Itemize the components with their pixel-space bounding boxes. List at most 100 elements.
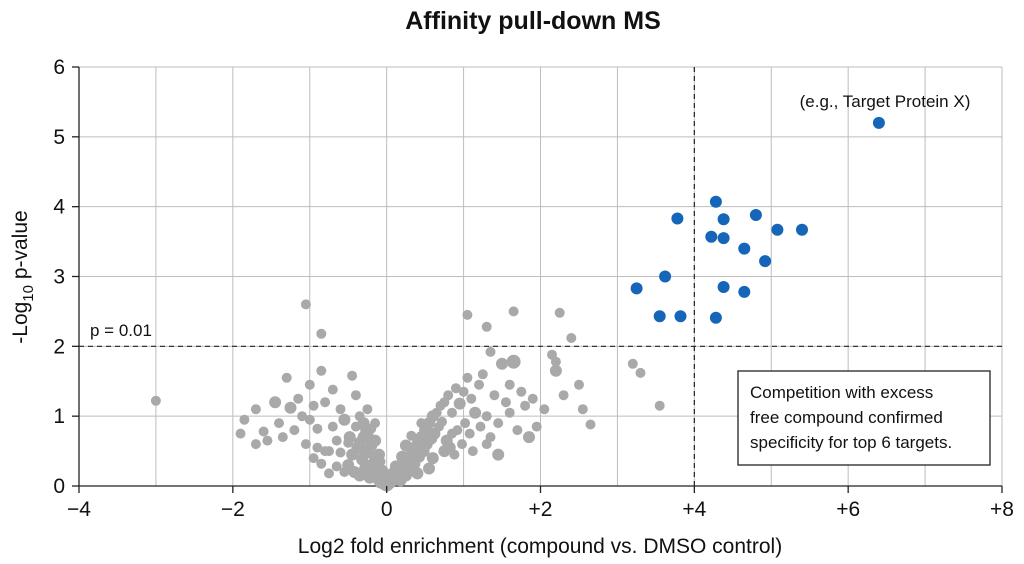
background-point bbox=[449, 449, 460, 460]
significant-point bbox=[709, 195, 722, 208]
background-point bbox=[386, 467, 399, 480]
background-point bbox=[493, 418, 504, 429]
background-point bbox=[274, 418, 284, 429]
y-tick-label: 5 bbox=[53, 126, 65, 149]
background-point bbox=[339, 467, 350, 477]
background-point bbox=[357, 417, 370, 430]
background-point bbox=[269, 396, 282, 409]
y-axis-label-tail: p-value bbox=[9, 210, 32, 285]
background-point bbox=[235, 428, 246, 439]
background-point bbox=[654, 400, 665, 411]
background-point bbox=[312, 442, 323, 453]
background-point bbox=[362, 404, 373, 415]
significant-point bbox=[717, 213, 730, 226]
significant-point bbox=[630, 282, 643, 295]
background-point bbox=[300, 299, 311, 310]
background-point bbox=[284, 401, 297, 414]
significant-point bbox=[717, 232, 730, 245]
significant-point bbox=[738, 242, 751, 255]
background-point bbox=[426, 452, 439, 465]
background-point bbox=[585, 419, 596, 430]
background-point bbox=[335, 404, 346, 415]
background-point bbox=[512, 425, 523, 436]
background-point bbox=[366, 423, 377, 434]
background-point bbox=[496, 357, 508, 370]
significant-point bbox=[709, 311, 722, 324]
y-tick-label: 4 bbox=[53, 196, 65, 219]
y-tick-label: 1 bbox=[53, 405, 65, 428]
background-point bbox=[516, 386, 527, 397]
background-point bbox=[423, 462, 435, 475]
background-point bbox=[353, 436, 366, 449]
background-point bbox=[458, 386, 469, 397]
significant-point bbox=[659, 270, 672, 283]
background-point bbox=[331, 435, 342, 446]
background-point bbox=[289, 425, 300, 436]
background-point bbox=[443, 390, 454, 401]
background-point bbox=[438, 445, 451, 458]
background-point bbox=[399, 439, 412, 452]
background-point bbox=[396, 450, 409, 463]
background-point bbox=[508, 306, 519, 317]
background-point bbox=[316, 328, 327, 339]
background-point bbox=[277, 432, 288, 443]
background-point bbox=[474, 379, 484, 390]
x-tick-label: −4 bbox=[67, 498, 91, 521]
y-tick-label: 6 bbox=[53, 56, 65, 79]
background-point bbox=[297, 411, 308, 422]
background-point bbox=[549, 364, 562, 377]
background-point bbox=[520, 400, 531, 411]
significant-point bbox=[759, 255, 772, 268]
threshold-label: p = 0.01 bbox=[90, 321, 152, 340]
background-point bbox=[450, 383, 461, 394]
background-point bbox=[554, 307, 565, 318]
background-point bbox=[258, 426, 269, 437]
y-tick-label: 2 bbox=[53, 335, 65, 358]
top-point-label: (e.g., Target Protein X) bbox=[800, 92, 971, 111]
background-point bbox=[457, 439, 467, 450]
background-point bbox=[489, 390, 500, 401]
background-point bbox=[373, 448, 385, 461]
background-point bbox=[477, 369, 488, 380]
background-point bbox=[304, 414, 315, 425]
x-tick-label: +8 bbox=[990, 498, 1014, 521]
background-point bbox=[504, 379, 515, 390]
background-point bbox=[350, 390, 361, 401]
background-point bbox=[312, 423, 323, 434]
significant-point bbox=[653, 310, 666, 323]
background-point bbox=[320, 446, 331, 457]
background-point bbox=[467, 446, 478, 457]
background-point bbox=[466, 393, 477, 404]
background-point bbox=[369, 434, 382, 447]
x-tick-label: +6 bbox=[836, 498, 860, 521]
background-point bbox=[469, 406, 482, 419]
background-point bbox=[262, 435, 273, 446]
background-point bbox=[574, 379, 584, 390]
significant-point bbox=[749, 209, 762, 221]
threshold-lines bbox=[79, 67, 1002, 486]
background-point bbox=[462, 309, 473, 320]
significant-point bbox=[738, 285, 751, 298]
background-point bbox=[447, 407, 457, 418]
background-point bbox=[331, 461, 342, 472]
background-point bbox=[300, 439, 311, 450]
y-axis-label: -Log10 p-value bbox=[9, 210, 37, 343]
background-point bbox=[347, 370, 358, 381]
background-point bbox=[506, 354, 521, 369]
x-tick-label: −2 bbox=[221, 498, 245, 521]
background-point bbox=[577, 404, 588, 415]
background-point bbox=[464, 428, 475, 439]
background-point bbox=[338, 413, 351, 426]
background-point bbox=[500, 397, 511, 408]
significant-point bbox=[771, 223, 784, 236]
background-point bbox=[320, 397, 331, 408]
background-point bbox=[293, 393, 304, 404]
background-point bbox=[308, 400, 319, 411]
background-point bbox=[566, 333, 577, 343]
background-point bbox=[635, 367, 646, 378]
y-tick-label: 3 bbox=[53, 266, 65, 289]
background-point bbox=[627, 358, 638, 369]
note-line-3: specificity for top 6 targets. bbox=[750, 433, 952, 452]
background-point bbox=[327, 421, 338, 432]
